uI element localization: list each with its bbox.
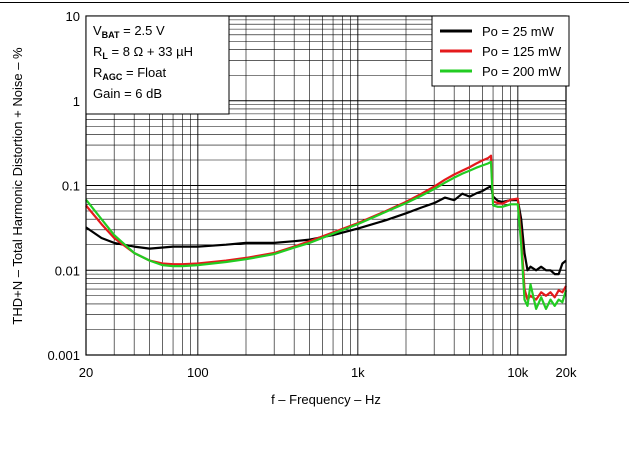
curves bbox=[85, 154, 568, 310]
legend-label: Po = 25 mW bbox=[482, 24, 555, 39]
legend-label: Po = 125 mW bbox=[482, 44, 562, 59]
y-tick-labels: 0.001 0.01 0.1 1 10 bbox=[47, 9, 80, 363]
y-tick-label: 0.1 bbox=[62, 179, 80, 194]
top-rule bbox=[0, 2, 629, 3]
x-tick-label: 20k bbox=[556, 365, 577, 380]
series-line bbox=[85, 160, 568, 310]
plot-frame bbox=[85, 15, 567, 356]
x-tick-label: 1k bbox=[351, 365, 365, 380]
x-tick-labels: 20 100 1k 10k 20k bbox=[79, 365, 577, 380]
x-axis-label: f – Frequency – Hz bbox=[271, 392, 381, 407]
y-tick-label: 0.01 bbox=[55, 263, 80, 278]
series-line bbox=[85, 154, 567, 301]
y-tick-label: 10 bbox=[66, 9, 80, 24]
y-tick-label: 0.001 bbox=[47, 348, 80, 363]
y-axis-label: THD+N – Total Harmonic Distortion + Nois… bbox=[10, 47, 25, 325]
x-tick-label: 100 bbox=[187, 365, 209, 380]
x-tick-label: 20 bbox=[79, 365, 93, 380]
conditions-box-frame bbox=[85, 15, 230, 115]
condition-line: RAGC = Float bbox=[93, 65, 166, 82]
x-tick-label: 10k bbox=[507, 365, 528, 380]
conditions-box: VBAT = 2.5 V RL = 8 Ω + 33 µH RAGC = Float… bbox=[85, 15, 230, 115]
condition-line: VBAT = 2.5 V bbox=[93, 23, 165, 40]
legend: Po = 25 mW Po = 125 mW Po = 200 mW bbox=[431, 15, 570, 87]
legend-label: Po = 200 mW bbox=[482, 64, 562, 79]
condition-line: RL = 8 Ω + 33 µH bbox=[93, 44, 193, 61]
y-tick-label: 1 bbox=[73, 94, 80, 109]
condition-line: Gain = 6 dB bbox=[93, 86, 162, 101]
series-line bbox=[85, 185, 567, 276]
